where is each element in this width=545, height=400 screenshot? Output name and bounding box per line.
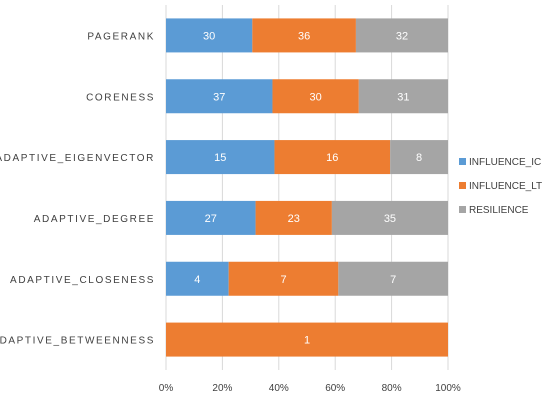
bar-influence-lt [228,261,339,296]
bar-influence-ic [166,140,275,175]
bar-resilience [338,261,448,296]
legend-label: RESILIENCE [469,205,529,216]
bar-resilience [390,140,448,175]
legend-swatch [459,206,466,213]
x-axis-ticks: 0% 20% 40% 60% 80% 100% [159,383,461,394]
x-tick-label: 100% [435,383,461,394]
bar-influence-lt [272,79,359,114]
category-label: ADAPTIVE_EIGENVECTOR [0,153,155,164]
bar-influence-ic [166,261,229,296]
data-label: 32 [396,30,408,42]
data-label: 7 [280,274,286,286]
legend-swatch [459,158,466,165]
data-label: 30 [310,91,322,103]
data-label: 16 [326,152,338,164]
data-label: 35 [384,213,396,225]
legend-label: INFLUENCE_LT [469,181,542,192]
bar-influence-ic [166,200,256,235]
data-label: 15 [214,152,226,164]
x-tick-label: 20% [212,383,232,394]
bar-influence-lt [252,18,356,53]
bar-resilience [331,200,448,235]
data-label: 27 [205,213,217,225]
category-label: ADAPTIVE_DEGREE [34,214,155,225]
category-label: PAGERANK [87,31,155,42]
legend: INFLUENCE_IC INFLUENCE_LT RESILIENCE [459,157,542,216]
x-tick-label: 60% [325,383,345,394]
data-label: 4 [194,274,200,286]
data-label: 23 [288,213,300,225]
data-label: 30 [203,30,215,42]
category-label: ADAPTIVE_CLOSENESS [10,275,155,286]
data-label: 37 [213,91,225,103]
legend-swatch [459,182,466,189]
gridlines [165,5,449,370]
x-tick-label: 80% [382,383,402,394]
x-tick-label: 40% [269,383,289,394]
data-label: 8 [416,152,422,164]
category-labels: PAGERANK CORENESS ADAPTIVE_EIGENVECTOR ADAP… [0,31,155,347]
bar-influence-lt [255,200,332,235]
bar-influence-ic [166,79,273,114]
data-label: 36 [298,30,310,42]
bar-influence-ic [166,18,253,53]
bar-influence-lt [166,322,448,357]
x-tick-label: 0% [159,383,174,394]
bar-resilience [355,18,448,53]
data-label: 7 [390,274,396,286]
bar-influence-lt [274,140,391,175]
category-label: CORENESS [86,92,155,103]
category-label: ADAPTIVE_BETWEENNESS [0,336,155,347]
legend-label: INFLUENCE_IC [469,157,541,168]
bar-resilience [358,79,448,114]
data-label: 1 [304,335,310,347]
data-label: 31 [397,91,409,103]
